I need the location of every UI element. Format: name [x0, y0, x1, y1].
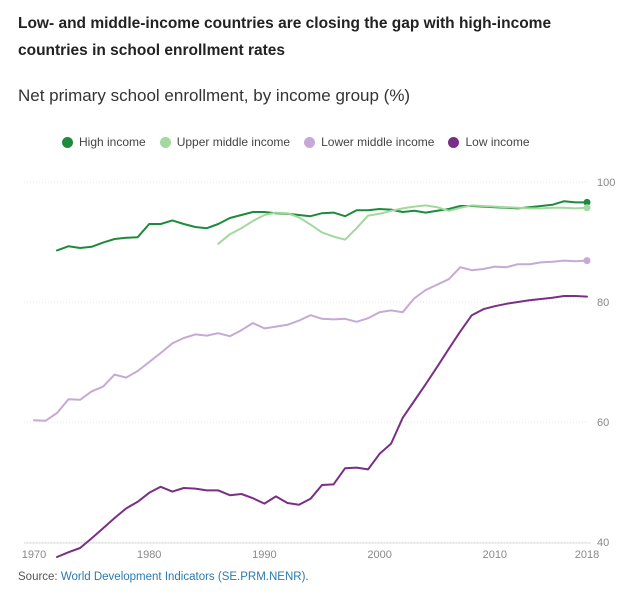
y-tick-label-80: 80: [597, 297, 609, 309]
source-suffix: .: [305, 571, 309, 583]
legend-label-low-income: Low income: [465, 135, 530, 149]
source-link[interactable]: World Development Indicators (SE.PRM.NEN…: [60, 571, 306, 583]
x-tick-label-2000: 2000: [367, 549, 391, 561]
source-note: Source: World Development Indicators (SE…: [18, 571, 309, 583]
x-tick-label-1980: 1980: [137, 549, 161, 561]
y-tick-label-40: 40: [597, 537, 609, 549]
legend-item-upper-middle-income[interactable]: Upper middle income: [159, 135, 291, 149]
legend-item-low-income[interactable]: Low income: [448, 135, 530, 149]
series-line-upper-middle-income[interactable]: [217, 204, 588, 245]
chart-legend: High income Upper middle income Lower mi…: [62, 135, 530, 149]
series-end-marker-high-income[interactable]: [583, 198, 591, 206]
x-tick-label-2010: 2010: [483, 549, 507, 561]
x-tick-label-2018: 2018: [575, 549, 599, 561]
series-line-low-income[interactable]: [56, 295, 588, 558]
x-tick-label-1990: 1990: [252, 549, 276, 561]
legend-item-lower-middle-income[interactable]: Lower middle income: [304, 135, 434, 149]
grid: [24, 181, 591, 544]
y-tick-label-60: 60: [597, 417, 609, 429]
x-axis: 1970 1980 1990 2000 2010 2018: [22, 549, 599, 561]
series-group: [33, 198, 591, 558]
legend-label-high-income: High income: [79, 135, 146, 149]
source-label: Source:: [18, 571, 58, 583]
series-end-marker-lower-middle-income[interactable]: [583, 257, 591, 265]
legend-item-high-income[interactable]: High income: [62, 135, 146, 149]
legend-swatch-upper-middle-income: [159, 136, 171, 148]
legend-swatch-high-income: [62, 136, 73, 148]
chart-title: Low- and middle-income countries are clo…: [18, 15, 552, 59]
series-line-high-income[interactable]: [56, 200, 588, 252]
series-line-lower-middle-income[interactable]: [33, 259, 588, 422]
y-tick-label-100: 100: [597, 177, 615, 189]
chart-subtitle: Net primary school enrollment, by income…: [18, 86, 411, 105]
x-tick-label-1970: 1970: [22, 549, 46, 561]
legend-swatch-lower-middle-income: [304, 136, 316, 148]
legend-label-lower-middle-income: Lower middle income: [321, 135, 435, 149]
legend-swatch-low-income: [448, 136, 460, 148]
series-end-marker-upper-middle-income[interactable]: [583, 204, 591, 212]
line-chart: 1970 1980 1990 2000 2010 2018 40 60 80 100: [22, 177, 616, 561]
y-axis: 40 60 80 100: [597, 177, 615, 549]
legend-label-upper-middle-income: Upper middle income: [176, 135, 291, 149]
